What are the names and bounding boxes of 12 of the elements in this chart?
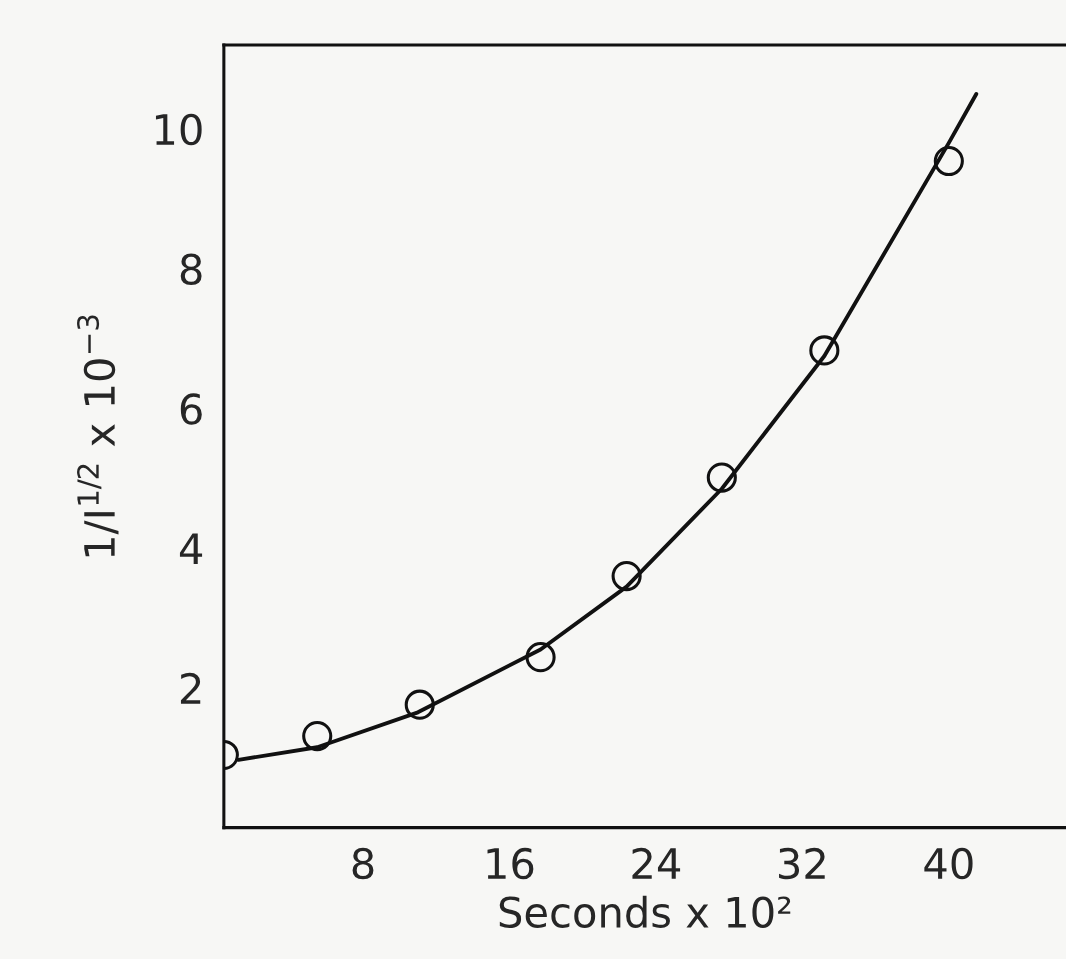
y-tick-label: 6 xyxy=(180,393,202,425)
y-tick-label: 8 xyxy=(180,253,202,286)
x-tick-label: 32 xyxy=(779,847,825,880)
x-tick-label: 16 xyxy=(487,847,534,880)
y-tick-label: 4 xyxy=(179,533,203,564)
x-axis-title: Seconds x 10² xyxy=(499,895,791,928)
y-axis-title: 1/I$^{1/2}$ x 10$^{−3}$ xyxy=(77,315,119,557)
x-tick-label: 24 xyxy=(632,847,681,879)
x-tick-label: 8 xyxy=(352,847,374,880)
x-tick-label: 40 xyxy=(924,847,973,880)
y-tick-label: 2 xyxy=(180,672,201,704)
y-tick-label: 10 xyxy=(155,113,202,146)
